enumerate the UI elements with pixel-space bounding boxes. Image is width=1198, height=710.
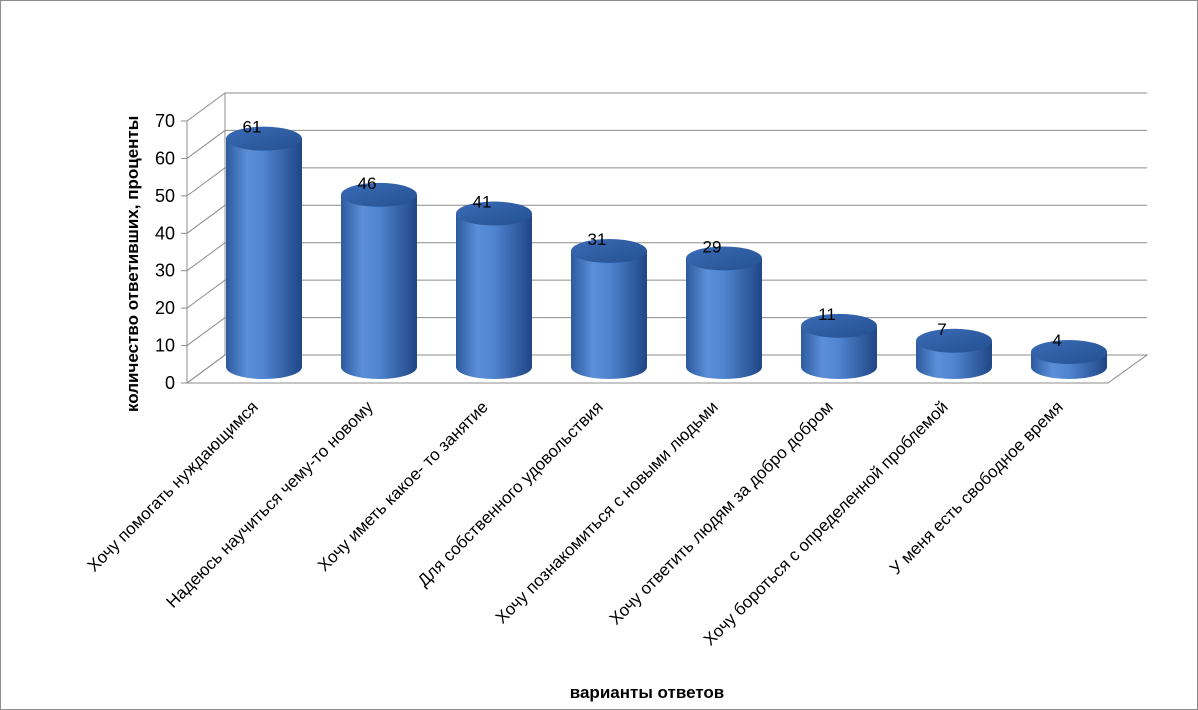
bar-body — [571, 250, 647, 379]
gridlines — [186, 92, 1147, 384]
y-tick-label: 40 — [155, 223, 175, 243]
bar — [916, 328, 992, 379]
bar-top — [341, 182, 417, 207]
bar-body — [456, 213, 532, 379]
bar-top — [916, 328, 992, 353]
data-label: 7 — [937, 320, 946, 339]
gridline — [186, 354, 1147, 384]
bar — [341, 182, 417, 379]
floor — [185, 354, 1149, 384]
bar — [801, 313, 877, 379]
bars — [226, 126, 1107, 379]
y-tick-label: 70 — [155, 111, 175, 131]
bar-body — [686, 258, 762, 379]
bar-top — [801, 313, 877, 338]
y-tick-label: 50 — [155, 186, 175, 206]
bar-top — [456, 201, 532, 226]
bar — [1031, 340, 1107, 379]
y-tick-label: 60 — [155, 148, 175, 168]
data-label: 29 — [703, 237, 722, 256]
gridline — [186, 167, 1147, 197]
category-label: Надеюсь научиться чему-то новому — [162, 397, 377, 612]
bar — [686, 246, 762, 379]
bar — [226, 126, 302, 379]
bar — [571, 238, 647, 379]
y-axis-title: количество ответивших, проценты — [123, 116, 142, 412]
x-axis-title: варианты ответов — [570, 683, 725, 702]
gridline — [186, 279, 1147, 309]
y-tick-label: 30 — [155, 261, 175, 281]
category-label: Хочу познакомиться с новыми людьми — [492, 397, 722, 627]
bar-body — [226, 138, 302, 379]
data-label: 46 — [358, 174, 377, 193]
category-label: Хочу ответить людям за добро добром — [606, 397, 837, 628]
data-label: 31 — [588, 230, 607, 249]
gridline — [186, 204, 1147, 234]
category-label: Хочу бороться с определенной проблемой — [700, 397, 952, 649]
y-tick-label: 10 — [155, 336, 175, 356]
bar-top — [226, 126, 302, 151]
bar-top — [686, 246, 762, 271]
bar-body — [341, 194, 417, 379]
data-label: 4 — [1052, 331, 1061, 350]
y-tick-label: 0 — [165, 373, 175, 393]
gridline — [186, 242, 1147, 272]
data-labels: 61 46 41 31 29 11 7 4 — [243, 118, 1062, 350]
category-label: Для собственного удовольствия — [414, 397, 607, 590]
chart-walls — [185, 93, 1149, 384]
y-tick-label: 20 — [155, 298, 175, 318]
bar-top — [571, 238, 647, 263]
bar — [456, 201, 532, 379]
y-axis-ticks: 0 10 20 30 40 50 60 70 — [155, 111, 187, 393]
gridline — [186, 317, 1147, 346]
bar-body — [801, 325, 877, 379]
gridline — [186, 92, 1147, 122]
data-label: 41 — [473, 193, 492, 212]
data-label: 11 — [818, 305, 836, 324]
bar-top — [1031, 340, 1107, 365]
data-label: 61 — [243, 118, 262, 137]
gridline — [186, 129, 1147, 159]
